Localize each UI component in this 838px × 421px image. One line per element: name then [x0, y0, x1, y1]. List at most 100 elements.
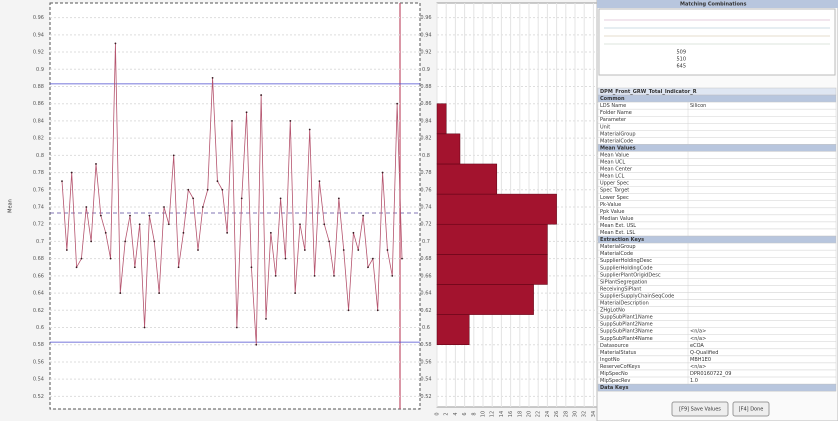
point	[201, 206, 204, 208]
y-tick-label: 0.88	[33, 84, 44, 90]
point	[323, 223, 326, 226]
point	[231, 120, 233, 122]
row-label: ReserveCofKeys	[600, 364, 640, 370]
y-tick-label: 0.84	[420, 118, 431, 124]
point	[138, 223, 141, 226]
y-tick-label: 0.64	[420, 291, 431, 297]
row-label: MipSpecRev	[600, 378, 630, 384]
y-tick-label: 0.78	[420, 170, 431, 176]
point	[143, 326, 146, 329]
point	[221, 188, 224, 191]
row-label: SupplierPlantOrigidDesc	[600, 272, 661, 278]
bar	[436, 103, 447, 135]
row-label: Mean Ext. USL	[600, 223, 636, 229]
x-tick-label: 2	[444, 412, 450, 415]
point	[299, 223, 301, 226]
row-bg	[597, 193, 837, 202]
point	[95, 163, 97, 165]
row-bg	[597, 123, 837, 131]
bar	[436, 223, 548, 255]
y-tick-label: 0.78	[33, 170, 44, 176]
y-tick-label: 0.6	[422, 325, 430, 331]
point	[294, 292, 297, 294]
point	[158, 292, 161, 294]
y-tick-label: 0.76	[33, 187, 44, 193]
row-label: MipSpecNo	[600, 371, 628, 377]
row-label: SupplierSupplyChainSeqCode	[600, 293, 674, 299]
y-tick-label: 0.52	[33, 394, 44, 400]
row-label: IngotNo	[600, 357, 620, 363]
y-tick-label: 0.7	[36, 239, 44, 245]
point	[308, 128, 311, 131]
bar	[436, 193, 557, 225]
row-label: SuppSubPlant4Name	[600, 336, 653, 342]
done-button-label[interactable]: [F4] Done	[739, 407, 764, 413]
point	[255, 343, 258, 346]
point	[129, 214, 131, 217]
matching-title: Matching Combinations	[680, 2, 746, 8]
y-tick-label: 0.84	[33, 118, 44, 124]
row-label: Mean Center	[600, 167, 633, 173]
point	[284, 257, 287, 260]
row-label: MaterialCode	[600, 251, 633, 257]
point	[303, 249, 306, 251]
row-label: Mean Value	[600, 152, 629, 158]
point	[313, 274, 316, 277]
point	[347, 309, 350, 312]
y-tick-label: 0.58	[420, 342, 431, 348]
x-tick-label: 0	[435, 412, 441, 415]
row-label: Datasource	[600, 343, 629, 349]
point	[172, 154, 175, 157]
point	[148, 214, 151, 217]
x-tick-label: 24	[545, 411, 551, 417]
row-label: ZHgLotNo	[600, 308, 625, 314]
point	[206, 188, 209, 191]
x-tick-label: 30	[573, 411, 579, 417]
row-value: <n/a>	[690, 329, 706, 335]
point	[167, 223, 170, 226]
row-label: MaterialDescription	[600, 301, 649, 307]
x-tick-label: 34	[591, 411, 597, 417]
point	[269, 231, 272, 234]
row-value: MBH1E0	[690, 357, 711, 363]
row-bg	[597, 186, 837, 194]
matching-list[interactable]	[598, 8, 836, 76]
x-tick-label: 22	[536, 411, 542, 417]
y-tick-label: 0.94	[33, 32, 44, 38]
row-bg	[597, 179, 837, 187]
x-tick-label: 8	[471, 412, 477, 415]
point	[153, 240, 156, 243]
done-button[interactable]	[732, 401, 770, 417]
y-tick-label: 0.94	[420, 32, 431, 38]
row-value: <n/a>	[690, 364, 706, 370]
y-tick-label: 0.88	[420, 84, 431, 90]
x-tick-label: 14	[499, 411, 505, 417]
save-button[interactable]	[671, 401, 729, 417]
row-bg	[597, 172, 837, 180]
x-tick-label: 12	[490, 411, 496, 417]
row-label: LDS Name	[600, 103, 626, 109]
row-label: Mean LCL	[600, 174, 624, 180]
save-button-label[interactable]: [F9] Save Values	[679, 407, 721, 413]
row-bg	[597, 249, 837, 258]
point	[90, 240, 93, 243]
point	[124, 240, 127, 243]
point	[240, 197, 243, 200]
point	[182, 231, 185, 234]
x-tick-label: 18	[517, 411, 523, 417]
y-tick-label: 0.72	[420, 222, 431, 228]
row-label: SupplierHoldingCode	[600, 265, 653, 271]
y-tick-label: 0.86	[33, 101, 44, 107]
y-tick-label: 0.86	[420, 101, 431, 107]
table-title: DPM_Front_GRW_Total_Indicator_R	[600, 89, 697, 95]
y-tick-label: 0.92	[33, 50, 44, 56]
point	[235, 326, 238, 329]
row-label: MaterialGroup	[600, 244, 636, 250]
point	[85, 206, 88, 208]
point	[70, 171, 73, 174]
row-bg	[597, 151, 837, 159]
matching-item: 509	[676, 50, 686, 56]
section-bg	[597, 383, 837, 392]
y-tick-label: 0.56	[33, 359, 44, 365]
row-label: Upper Spec	[600, 181, 629, 187]
